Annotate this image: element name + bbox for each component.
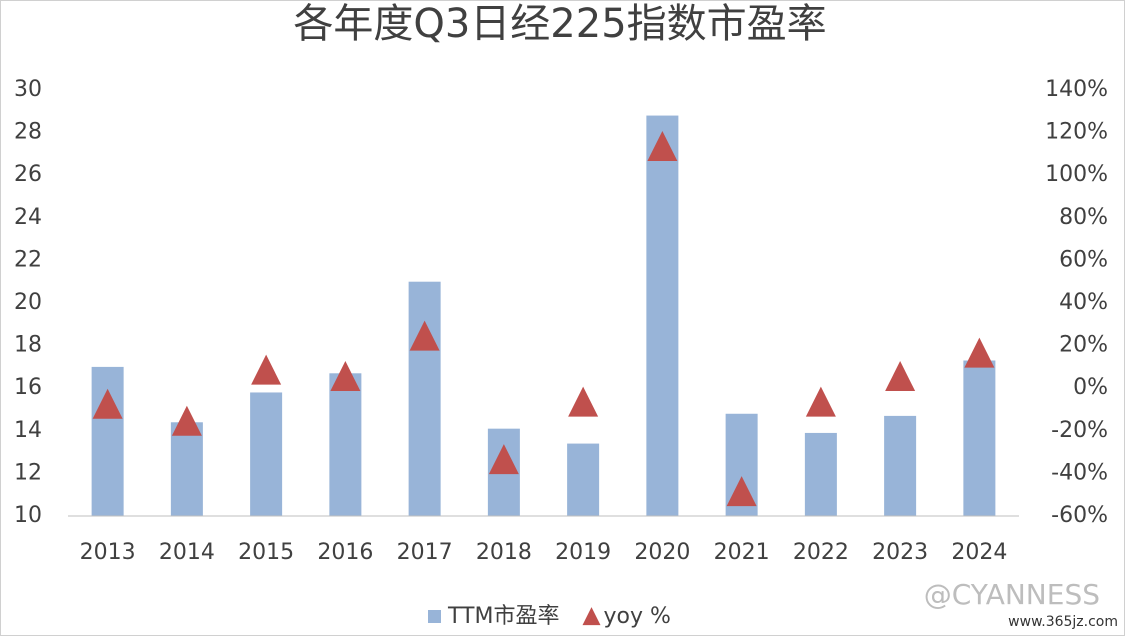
x-tick-label: 2019 xyxy=(555,540,611,565)
bar xyxy=(567,443,600,516)
legend-swatch xyxy=(428,610,441,623)
bar xyxy=(804,432,837,516)
bar xyxy=(963,360,996,516)
y-tick-label: 20 xyxy=(14,290,42,315)
y2-tick-label: 100% xyxy=(1045,162,1108,187)
legend-label: yoy % xyxy=(603,604,670,629)
x-tick-label: 2016 xyxy=(317,540,373,565)
watermark: @CYANNESS xyxy=(924,578,1100,611)
y-tick-label: 28 xyxy=(14,120,42,145)
bar xyxy=(329,373,362,516)
triangle-marker xyxy=(330,361,361,392)
x-tick-label: 2021 xyxy=(714,540,770,565)
y-tick-label: 14 xyxy=(14,418,42,443)
chart-title: 各年度Q3日经225指数市盈率 xyxy=(293,1,826,47)
triangle-marker xyxy=(92,388,123,419)
x-tick-label: 2017 xyxy=(397,540,453,565)
y-tick-label: 30 xyxy=(14,77,42,102)
x-tick-label: 2023 xyxy=(872,540,928,565)
x-tick-label: 2013 xyxy=(80,540,136,565)
x-tick-label: 2018 xyxy=(476,540,532,565)
triangle-marker xyxy=(251,354,282,385)
y2-tick-label: 0% xyxy=(1073,375,1108,400)
bar xyxy=(250,392,283,516)
bar xyxy=(408,281,441,516)
y2-tick-label: 40% xyxy=(1059,290,1108,315)
triangle-marker xyxy=(409,320,440,351)
triangle-marker xyxy=(964,337,995,368)
y-tick-label: 16 xyxy=(14,375,42,400)
y2-tick-label: -60% xyxy=(1051,503,1108,528)
y-tick-label: 26 xyxy=(14,162,42,187)
y2-tick-label: 80% xyxy=(1059,205,1108,230)
y-tick-label: 22 xyxy=(14,247,42,272)
y2-tick-label: 60% xyxy=(1059,247,1108,272)
source: www.365jz.com xyxy=(1008,614,1118,630)
y2-tick-label: 120% xyxy=(1045,120,1108,145)
triangle-marker xyxy=(488,444,519,475)
triangle-marker xyxy=(568,386,599,417)
x-tick-label: 2024 xyxy=(951,540,1007,565)
x-tick-label: 2022 xyxy=(793,540,849,565)
x-tick-label: 2015 xyxy=(238,540,294,565)
legend-label: TTM市盈率 xyxy=(447,604,559,629)
y2-tick-label: -20% xyxy=(1051,418,1108,443)
bar xyxy=(170,422,203,516)
triangle-marker xyxy=(805,386,836,417)
x-tick-label: 2020 xyxy=(634,540,690,565)
y-tick-label: 24 xyxy=(14,205,42,230)
triangle-marker xyxy=(726,476,757,507)
y2-tick-label: -40% xyxy=(1051,460,1108,485)
x-tick-label: 2014 xyxy=(159,540,215,565)
triangle-marker xyxy=(885,361,916,392)
y2-tick-label: 140% xyxy=(1045,77,1108,102)
y-tick-label: 10 xyxy=(14,503,42,528)
y-tick-label: 12 xyxy=(14,460,42,485)
bar xyxy=(646,115,679,516)
y2-tick-label: 20% xyxy=(1059,333,1108,358)
triangle-marker xyxy=(171,405,202,436)
bar xyxy=(884,415,917,516)
y-tick-label: 18 xyxy=(14,333,42,358)
legend-swatch xyxy=(582,607,601,626)
triangle-marker xyxy=(647,131,678,162)
